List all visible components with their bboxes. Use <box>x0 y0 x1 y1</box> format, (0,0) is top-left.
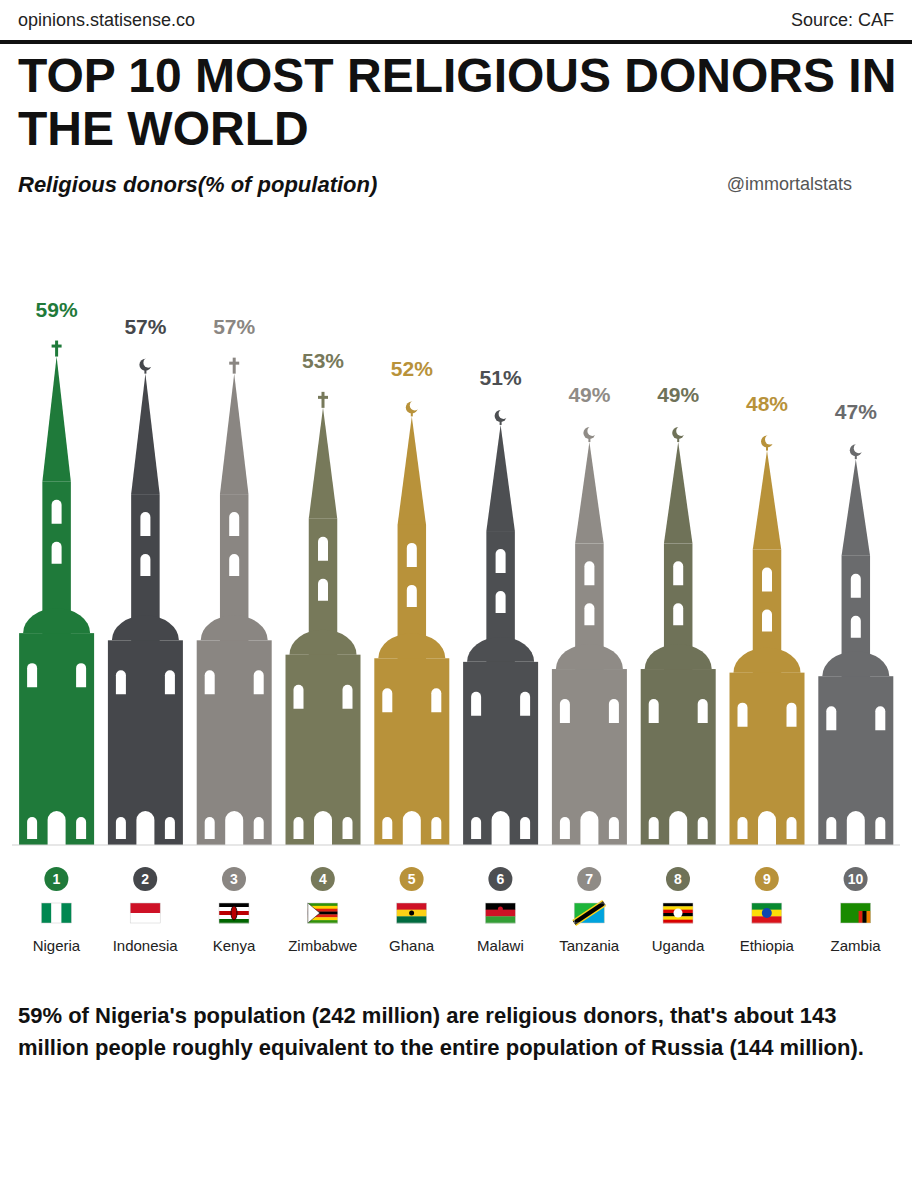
svg-text:57%: 57% <box>124 315 166 338</box>
svg-text:Nigeria: Nigeria <box>33 937 81 954</box>
svg-text:51%: 51% <box>480 366 522 389</box>
svg-text:47%: 47% <box>835 400 877 423</box>
svg-text:Kenya: Kenya <box>213 937 256 954</box>
svg-text:57%: 57% <box>213 315 255 338</box>
svg-text:52%: 52% <box>391 357 433 380</box>
html-text:@immortalstats: @immortalstats <box>726 174 852 194</box>
svg-text:Ghana: Ghana <box>389 937 435 954</box>
svg-text:Uganda: Uganda <box>652 937 705 954</box>
svg-text:48%: 48% <box>746 392 788 415</box>
svg-text:Zimbabwe: Zimbabwe <box>288 937 357 954</box>
svg-text:Malawi: Malawi <box>477 937 524 954</box>
svg-text:2: 2 <box>141 871 149 887</box>
svg-text:53%: 53% <box>302 349 344 372</box>
svg-text:9: 9 <box>763 871 771 887</box>
svg-text:49%: 49% <box>568 383 610 406</box>
html-text:Religious donors(% of populati: Religious donors(% of population) <box>18 172 378 197</box>
svg-text:1: 1 <box>53 871 61 887</box>
svg-text:49%: 49% <box>657 383 699 406</box>
svg-text:5: 5 <box>408 871 416 887</box>
svg-text:8: 8 <box>674 871 682 887</box>
svg-text:6: 6 <box>497 871 505 887</box>
html-text:59% of Nigeria's population (2: 59% of Nigeria's population (242 million… <box>18 1003 864 1060</box>
svg-text:Indonesia: Indonesia <box>113 937 179 954</box>
svg-text:59%: 59% <box>36 298 78 321</box>
svg-text:Ethiopia: Ethiopia <box>740 937 795 954</box>
html-text:TOP 10 MOST RELIGIOUS DONORS I: TOP 10 MOST RELIGIOUS DONORS IN THE WORL… <box>18 49 897 155</box>
svg-text:7: 7 <box>585 871 593 887</box>
html-text:opinions.statisense.co: opinions.statisense.co <box>18 10 196 30</box>
svg-text:4: 4 <box>319 871 327 887</box>
svg-text:Zambia: Zambia <box>831 937 882 954</box>
html-text:Source: CAF: Source: CAF <box>791 10 894 30</box>
svg-text:Tanzania: Tanzania <box>559 937 620 954</box>
svg-text:3: 3 <box>230 871 238 887</box>
svg-text:10: 10 <box>848 871 864 887</box>
